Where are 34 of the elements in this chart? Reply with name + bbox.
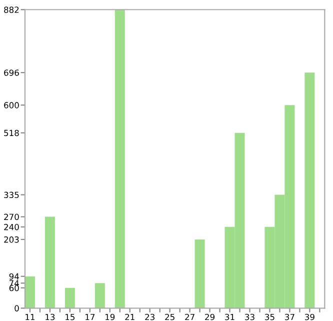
y-tick-label: 203 (4, 236, 19, 243)
x-tick-label: 23 (145, 314, 154, 320)
y-tick-label: 518 (4, 130, 19, 136)
y-tick-label: 94 (9, 273, 19, 280)
bar (64, 288, 75, 308)
bar (94, 283, 105, 308)
x-tick-label: 19 (106, 314, 115, 320)
y-tick-label: 74 (10, 280, 19, 286)
x-tick-label: 31 (225, 314, 234, 320)
x-tick-label: 17 (86, 314, 94, 320)
x-tick-label: 39 (305, 314, 314, 320)
x-tick-label: 21 (125, 314, 134, 320)
x-tick-label: 13 (46, 314, 55, 320)
x-tick-label: 35 (265, 314, 274, 320)
y-tick-label: 60 (9, 284, 19, 292)
y-tick-label: 335 (4, 192, 19, 198)
x-tick-label: 15 (66, 314, 75, 320)
y-tick-label: 270 (4, 214, 19, 220)
x-tick-label: 37 (285, 314, 294, 320)
x-tick-label: 29 (205, 314, 215, 320)
x-tick-label: 25 (165, 314, 174, 320)
y-tick-label: 240 (4, 224, 19, 230)
x-tick-label: 27 (185, 314, 194, 320)
x-tick-label: 33 (245, 314, 254, 320)
bar (44, 216, 55, 308)
y-tick-label: 0 (14, 305, 19, 312)
bar (194, 239, 205, 308)
y-tick-label: 882 (4, 6, 19, 13)
bar (24, 276, 35, 308)
bar (304, 72, 315, 308)
y-tick-label: 696 (4, 70, 19, 76)
x-tick-label: 11 (26, 314, 34, 320)
bar (114, 10, 125, 308)
y-tick-label: 600 (4, 102, 19, 108)
